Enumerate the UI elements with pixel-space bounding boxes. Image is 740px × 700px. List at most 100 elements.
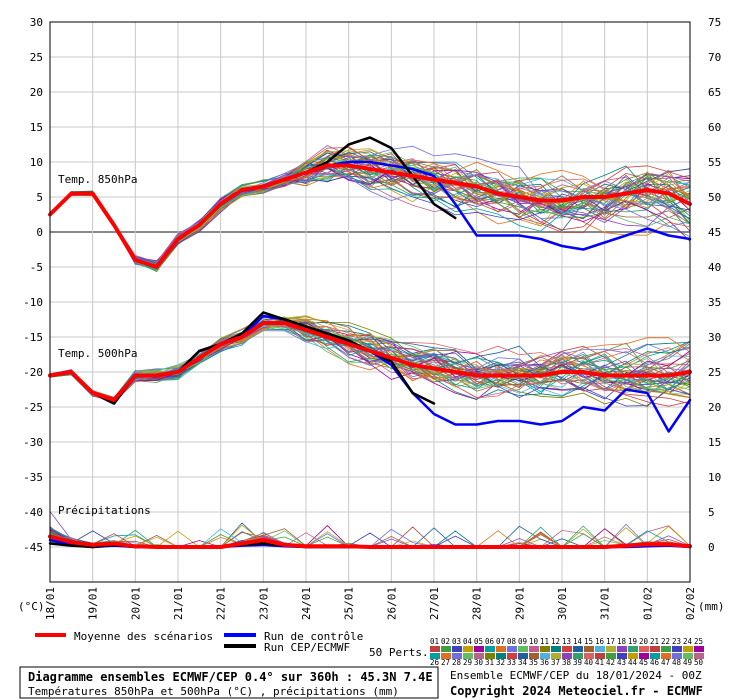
pert-swatch bbox=[573, 646, 583, 652]
pert-swatch bbox=[540, 653, 550, 659]
x-tick-label: 31/01 bbox=[599, 587, 612, 620]
x-tick-label: 22/01 bbox=[215, 587, 228, 620]
pert-swatch bbox=[474, 653, 484, 659]
y-right-tick-label: 40 bbox=[708, 261, 721, 274]
pert-swatch bbox=[562, 646, 572, 652]
pert-number: 42 bbox=[606, 658, 615, 667]
y-left-tick-label: -5 bbox=[30, 261, 43, 274]
mean-line-t850 bbox=[48, 163, 692, 269]
chart-grid bbox=[49, 21, 691, 582]
y-left-tick-label: 0 bbox=[36, 226, 43, 239]
pert-number: 43 bbox=[617, 658, 626, 667]
pert-number: 36 bbox=[540, 658, 550, 667]
x-tick-label: 27/01 bbox=[428, 587, 441, 620]
pert-number: 06 bbox=[485, 637, 495, 646]
y-right-tick-label: 35 bbox=[708, 296, 721, 309]
mean-line-t500 bbox=[48, 321, 692, 402]
pert-swatch bbox=[540, 646, 550, 652]
pert-number: 16 bbox=[595, 637, 605, 646]
pert-swatch bbox=[551, 653, 561, 659]
y-right-tick-label: 5 bbox=[708, 506, 715, 519]
pert-number: 27 bbox=[441, 658, 450, 667]
pert-number: 23 bbox=[672, 637, 681, 646]
y-left-tick-label: 30 bbox=[30, 16, 43, 29]
pert-swatch bbox=[595, 653, 605, 659]
pert-swatch bbox=[518, 653, 528, 659]
y-right-tick-label: 0 bbox=[708, 541, 715, 554]
pert-number: 11 bbox=[540, 637, 549, 646]
pert-number: 49 bbox=[683, 658, 692, 667]
pert-number: 44 bbox=[628, 658, 638, 667]
pert-number: 47 bbox=[661, 658, 670, 667]
pert-swatch bbox=[529, 653, 539, 659]
x-tick-label: 19/01 bbox=[87, 587, 100, 620]
pert-number: 10 bbox=[529, 637, 539, 646]
pert-number: 05 bbox=[474, 637, 483, 646]
y-right-tick-label: 20 bbox=[708, 401, 721, 414]
pert-number: 20 bbox=[639, 637, 649, 646]
pert-number: 18 bbox=[617, 637, 627, 646]
pert-number: 48 bbox=[672, 658, 682, 667]
pert-number: 30 bbox=[474, 658, 484, 667]
y-left-tick-label: -25 bbox=[23, 401, 43, 414]
pert-number: 32 bbox=[496, 658, 505, 667]
pert-swatch bbox=[474, 646, 484, 652]
pert-number: 35 bbox=[529, 658, 538, 667]
pert-swatch bbox=[441, 653, 451, 659]
pert-number: 25 bbox=[694, 637, 703, 646]
legend-label-mean: Moyenne des scénarios bbox=[74, 630, 213, 643]
y-right-tick-label: 25 bbox=[708, 366, 721, 379]
y-left-tick-label: 15 bbox=[30, 121, 43, 134]
y-right-tick-label: 50 bbox=[708, 191, 721, 204]
x-tick-label: 24/01 bbox=[300, 587, 313, 620]
x-tick-label: 26/01 bbox=[385, 587, 398, 620]
pert-swatch bbox=[683, 646, 693, 652]
y-left-tick-label: -10 bbox=[23, 296, 43, 309]
perturbation-line-t850 bbox=[49, 166, 691, 271]
pert-swatch bbox=[650, 653, 660, 659]
y-right-tick-label: 60 bbox=[708, 121, 721, 134]
pert-number: 39 bbox=[573, 658, 582, 667]
y-left-tick-label: 5 bbox=[36, 191, 43, 204]
pert-swatch bbox=[617, 646, 627, 652]
pert-swatch bbox=[661, 653, 671, 659]
legend-label-cep: Run CEP/ECMWF bbox=[264, 641, 350, 654]
pert-number: 22 bbox=[661, 637, 670, 646]
legend-label-control: Run de contrôle bbox=[264, 630, 363, 643]
pert-swatch bbox=[617, 653, 627, 659]
y-right-tick-label: 65 bbox=[708, 86, 721, 99]
pert-swatch bbox=[573, 653, 583, 659]
y-left-tick-label: 20 bbox=[30, 86, 43, 99]
pert-number: 26 bbox=[430, 658, 440, 667]
pert-swatch bbox=[584, 646, 594, 652]
pert-swatch bbox=[595, 646, 605, 652]
perturbation-line-t850 bbox=[49, 151, 691, 264]
x-tick-label: 30/01 bbox=[556, 587, 569, 620]
y-left-tick-label: 25 bbox=[30, 51, 43, 64]
y-right-tick-label: 30 bbox=[708, 331, 721, 344]
perturbation-color-legend: 01 02 03 04 05 06 07 08 09 10 11 12 13 14 15 16 17 18 19 20… bbox=[430, 637, 704, 667]
perturbation-line-t500 bbox=[49, 324, 691, 400]
y-left-tick-label: 10 bbox=[30, 156, 43, 169]
pert-swatch bbox=[672, 646, 682, 652]
x-tick-label: 23/01 bbox=[257, 587, 270, 620]
x-tick-label: 02/02 bbox=[684, 587, 697, 620]
x-tick-label: 21/01 bbox=[172, 587, 185, 620]
y-left-tick-label: -30 bbox=[23, 436, 43, 449]
pert-swatch bbox=[628, 653, 638, 659]
pert-number: 34 bbox=[518, 658, 528, 667]
pert-number: 50 bbox=[694, 658, 704, 667]
pert-swatch bbox=[441, 646, 451, 652]
pert-swatch bbox=[463, 653, 473, 659]
pert-swatch bbox=[496, 646, 506, 652]
perturbation-line-t500 bbox=[49, 317, 691, 400]
pert-swatch bbox=[694, 653, 704, 659]
pert-number: 03 bbox=[452, 637, 461, 646]
left-axis-unit: (°C) bbox=[18, 600, 45, 613]
section-label-precip: Précipitations bbox=[58, 504, 151, 517]
pert-number: 31 bbox=[485, 658, 494, 667]
y-right-tick-label: 55 bbox=[708, 156, 721, 169]
x-tick-label: 01/02 bbox=[641, 587, 654, 620]
pert-swatch bbox=[507, 646, 517, 652]
